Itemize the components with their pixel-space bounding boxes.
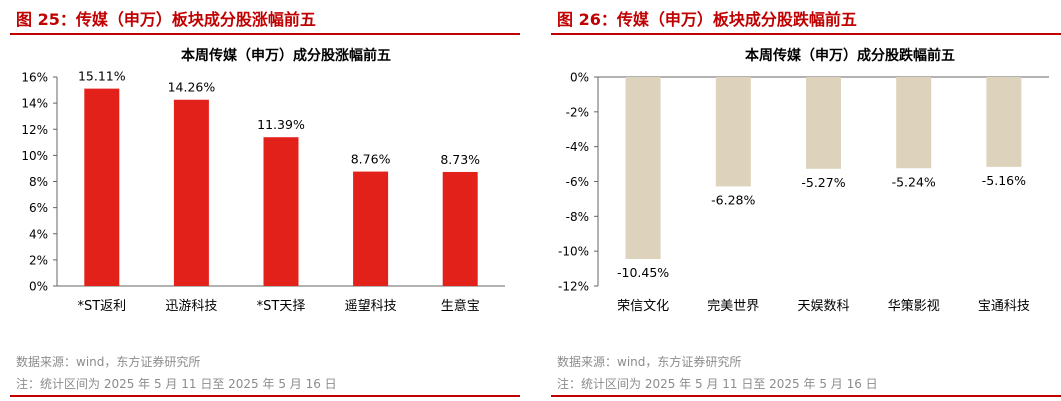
x-tick-label: 天娱数科 xyxy=(797,299,849,314)
x-tick-label: 完美世界 xyxy=(707,299,759,314)
x-tick-label: *ST返利 xyxy=(77,299,126,314)
y-tick-label: -12% xyxy=(558,280,589,294)
y-tick-label: -4% xyxy=(566,140,589,154)
top-rule xyxy=(551,33,1061,35)
data-label: -10.45% xyxy=(617,265,669,280)
gainers-panel: 图 25：传媒（申万）板块成分股涨幅前五 本周传媒（申万）成分股涨幅前五 0% 2%… xyxy=(0,0,520,401)
data-label: -5.16% xyxy=(982,173,1026,188)
x-tick-label: 遥望科技 xyxy=(345,298,397,314)
bar xyxy=(625,77,661,260)
bar xyxy=(442,171,478,286)
bar xyxy=(896,77,932,169)
bar xyxy=(353,171,389,286)
bar xyxy=(173,99,209,286)
y-tick-label: 10% xyxy=(21,149,48,163)
y-tick-label: -2% xyxy=(566,105,589,119)
y-tick-label: 14% xyxy=(21,97,48,111)
y-tick-label: 0% xyxy=(29,280,48,294)
data-label: -5.27% xyxy=(801,175,845,190)
y-tick-label: 12% xyxy=(21,123,48,137)
chart-title: 本周传媒（申万）成分股跌幅前五 xyxy=(745,47,955,64)
bar xyxy=(263,137,299,286)
y-tick-label: 16% xyxy=(21,71,48,85)
data-label: 8.76% xyxy=(351,152,391,167)
top-rule xyxy=(10,33,520,35)
x-tick-label: 华策影视 xyxy=(888,298,940,314)
bar xyxy=(715,77,751,187)
x-tick-label: 迅游科技 xyxy=(165,299,217,314)
data-label: 8.73% xyxy=(440,152,480,167)
y-tick-label: 2% xyxy=(29,253,48,267)
losers-bar-chart: 本周传媒（申万）成分股跌幅前五 0% -2% -4% -6% -8% -10% -12% -10… xyxy=(558,47,1049,314)
y-tick-label: 6% xyxy=(29,201,48,215)
bar xyxy=(986,77,1022,167)
data-label: 15.11% xyxy=(78,69,126,84)
data-label: 14.26% xyxy=(168,80,216,95)
y-tick-label: -10% xyxy=(558,245,589,259)
data-label: -6.28% xyxy=(711,192,755,207)
source-note: 数据来源：wind，东方证券研究所 xyxy=(557,355,742,369)
x-tick-label: *ST天择 xyxy=(257,299,306,314)
period-note: 注：统计区间为 2025 年 5 月 11 日至 2025 年 5 月 16 日 xyxy=(16,377,337,391)
y-tick-label: 8% xyxy=(29,175,48,189)
bar xyxy=(84,88,120,286)
x-tick-label: 荣信文化 xyxy=(617,299,669,314)
chart-title: 本周传媒（申万）成分股涨幅前五 xyxy=(181,47,391,64)
y-tick-label: -6% xyxy=(566,175,589,189)
y-tick-label: -8% xyxy=(566,210,589,224)
figure-title: 图 25：传媒（申万）板块成分股涨幅前五 xyxy=(16,10,316,29)
bar xyxy=(806,77,841,169)
y-tick-label: 0% xyxy=(570,71,589,85)
source-note: 数据来源：wind，东方证券研究所 xyxy=(16,355,201,369)
gainers-bar-chart: 本周传媒（申万）成分股涨幅前五 0% 2% 4% 6% 8% 10% 12% 14% 16% 15.… xyxy=(21,47,505,314)
x-tick-label: 生意宝 xyxy=(441,298,480,314)
x-tick-label: 宝通科技 xyxy=(978,299,1030,314)
y-tick-label: 4% xyxy=(29,227,48,241)
data-label: 11.39% xyxy=(257,117,305,132)
bottom-rule xyxy=(10,395,520,397)
data-label: -5.24% xyxy=(892,174,936,189)
bottom-rule xyxy=(551,395,1061,397)
period-note: 注：统计区间为 2025 年 5 月 11 日至 2025 年 5 月 16 日 xyxy=(557,377,878,391)
figure-title: 图 26：传媒（申万）板块成分股跌幅前五 xyxy=(557,10,857,29)
losers-panel: 图 26：传媒（申万）板块成分股跌幅前五 本周传媒（申万）成分股跌幅前五 0% -2… xyxy=(541,0,1061,401)
